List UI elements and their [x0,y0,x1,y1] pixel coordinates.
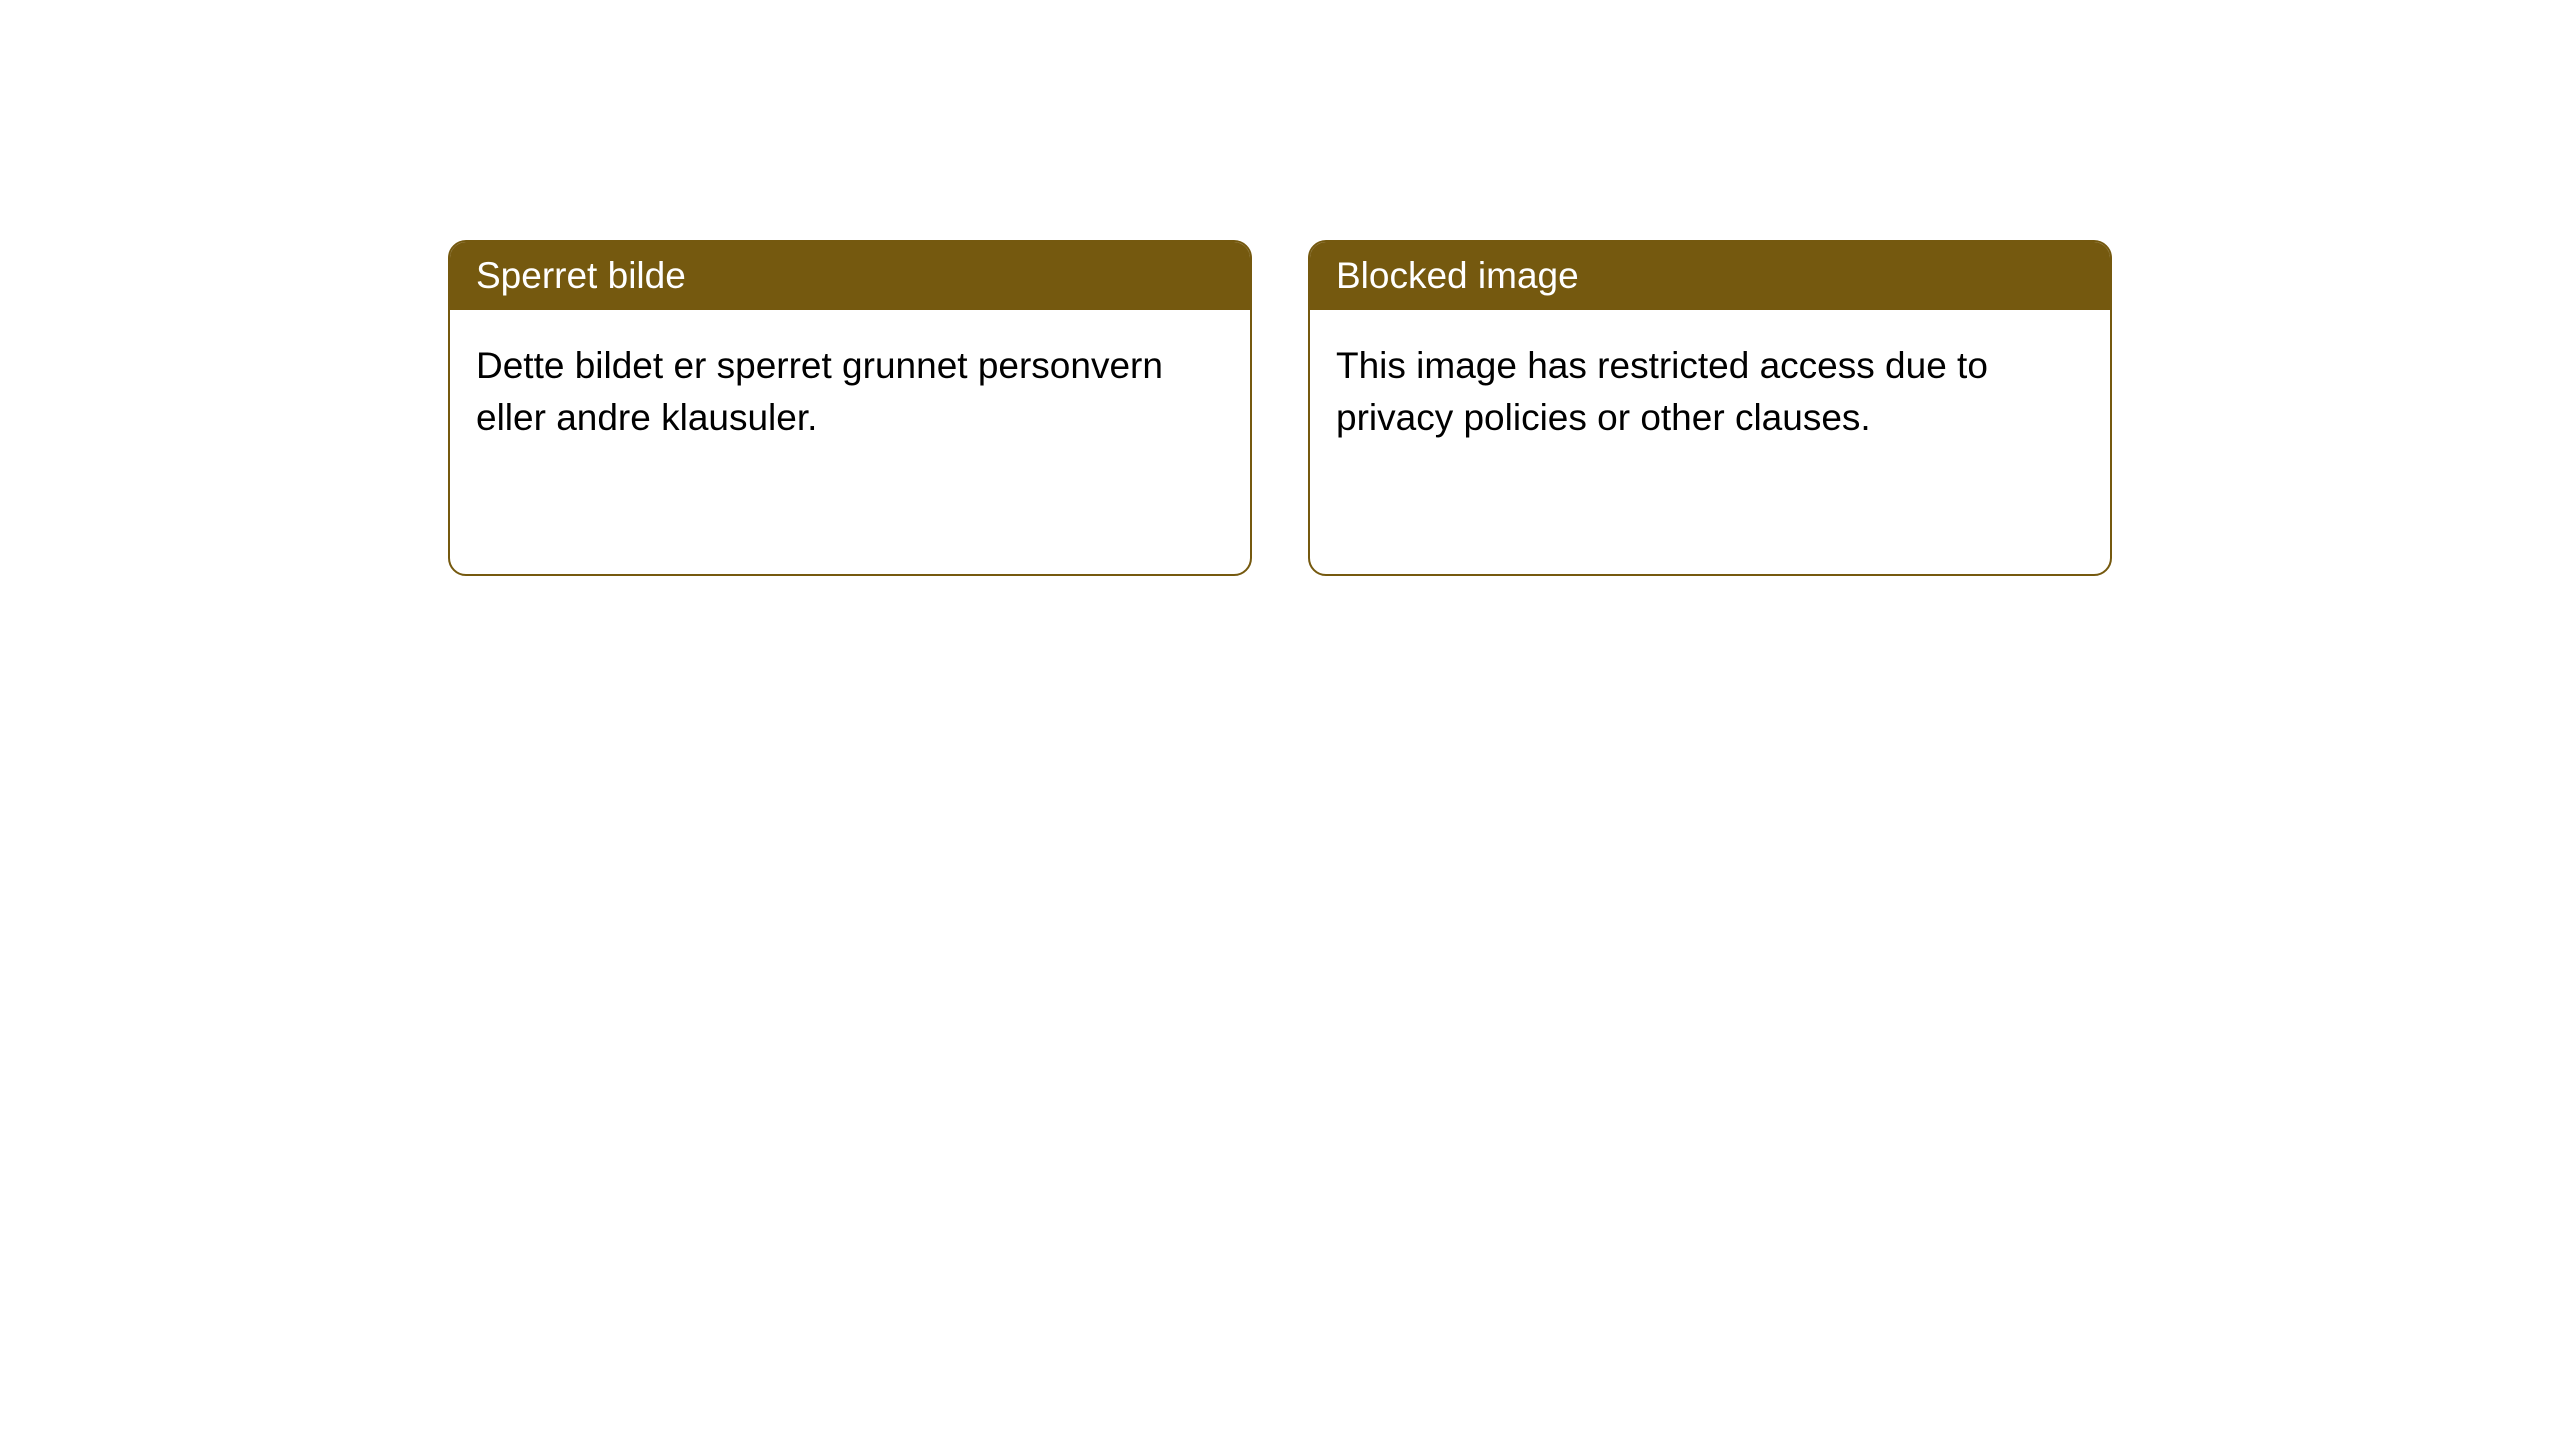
notice-card-body: This image has restricted access due to … [1310,310,2110,474]
notice-card-body: Dette bildet er sperret grunnet personve… [450,310,1250,474]
notice-card-title: Blocked image [1310,242,2110,310]
notice-cards-row: Sperret bilde Dette bildet er sperret gr… [0,0,2560,576]
notice-card-title: Sperret bilde [450,242,1250,310]
notice-card-norwegian: Sperret bilde Dette bildet er sperret gr… [448,240,1252,576]
notice-card-english: Blocked image This image has restricted … [1308,240,2112,576]
